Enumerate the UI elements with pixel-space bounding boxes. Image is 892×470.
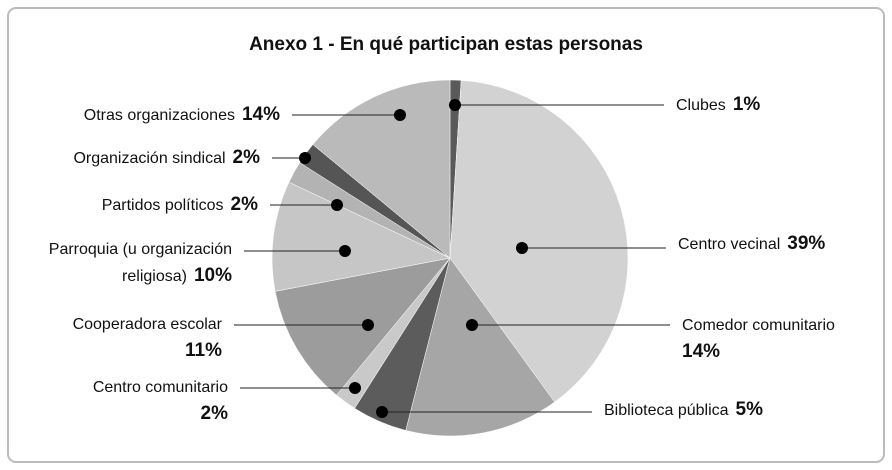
category-name: Centro comunitario xyxy=(92,379,228,396)
pie-slice xyxy=(312,79,451,259)
leader-dot xyxy=(516,242,528,254)
leader-dot xyxy=(299,152,311,164)
pie-slice xyxy=(405,257,555,437)
slice-label: Centro comunitario 2% xyxy=(8,375,228,427)
category-name: Partidos políticos xyxy=(101,197,224,214)
category-name: Parroquia (u organización religiosa) xyxy=(48,241,232,285)
percent-label: 14% xyxy=(241,104,280,125)
leader-dot xyxy=(331,199,343,211)
leader-dot xyxy=(376,406,388,418)
chart-title: Anexo 1 - En qué participan estas person… xyxy=(249,34,643,55)
percent-label: 2% xyxy=(230,194,258,215)
slice-label: Clubes 1% xyxy=(676,92,876,119)
leader-dot xyxy=(466,319,478,331)
percent-label: 5% xyxy=(735,399,763,420)
pie-slice xyxy=(271,181,451,292)
percent-label: 10% xyxy=(193,265,232,286)
category-name: Organización sindical xyxy=(73,150,226,167)
category-name: Centro vecinal xyxy=(678,236,781,253)
slice-label: Partidos políticos 2% xyxy=(18,192,258,219)
percent-label: 2% xyxy=(200,403,228,424)
leader-dot xyxy=(394,109,406,121)
slice-label: Comedor comunitario 14% xyxy=(682,313,882,365)
percent-label: 2% xyxy=(232,147,260,168)
category-name: Biblioteca pública xyxy=(604,402,729,419)
leader-dot xyxy=(362,319,374,331)
percent-label: 1% xyxy=(732,94,761,115)
leader-dot xyxy=(449,99,461,111)
leader-dot xyxy=(339,245,351,257)
slice-label: Cooperadora escolar 11% xyxy=(22,312,222,364)
slice-label: Parroquia (u organización religiosa) 10% xyxy=(17,237,232,290)
slice-label: Biblioteca pública 5% xyxy=(604,397,854,424)
pie-slice xyxy=(449,80,629,403)
category-name: Otras organizaciones xyxy=(83,107,235,124)
leader-dot xyxy=(349,382,361,394)
slice-label: Otras organizaciones 14% xyxy=(20,102,280,129)
category-name: Comedor comunitario xyxy=(682,317,835,334)
percent-label: 14% xyxy=(682,341,721,362)
category-name: Cooperadora escolar xyxy=(72,316,222,333)
percent-label: 39% xyxy=(787,233,826,254)
category-name: Clubes xyxy=(676,97,726,114)
slice-label: Organización sindical 2% xyxy=(0,145,260,172)
percent-label: 11% xyxy=(185,340,222,361)
slice-label: Centro vecinal 39% xyxy=(678,231,878,258)
